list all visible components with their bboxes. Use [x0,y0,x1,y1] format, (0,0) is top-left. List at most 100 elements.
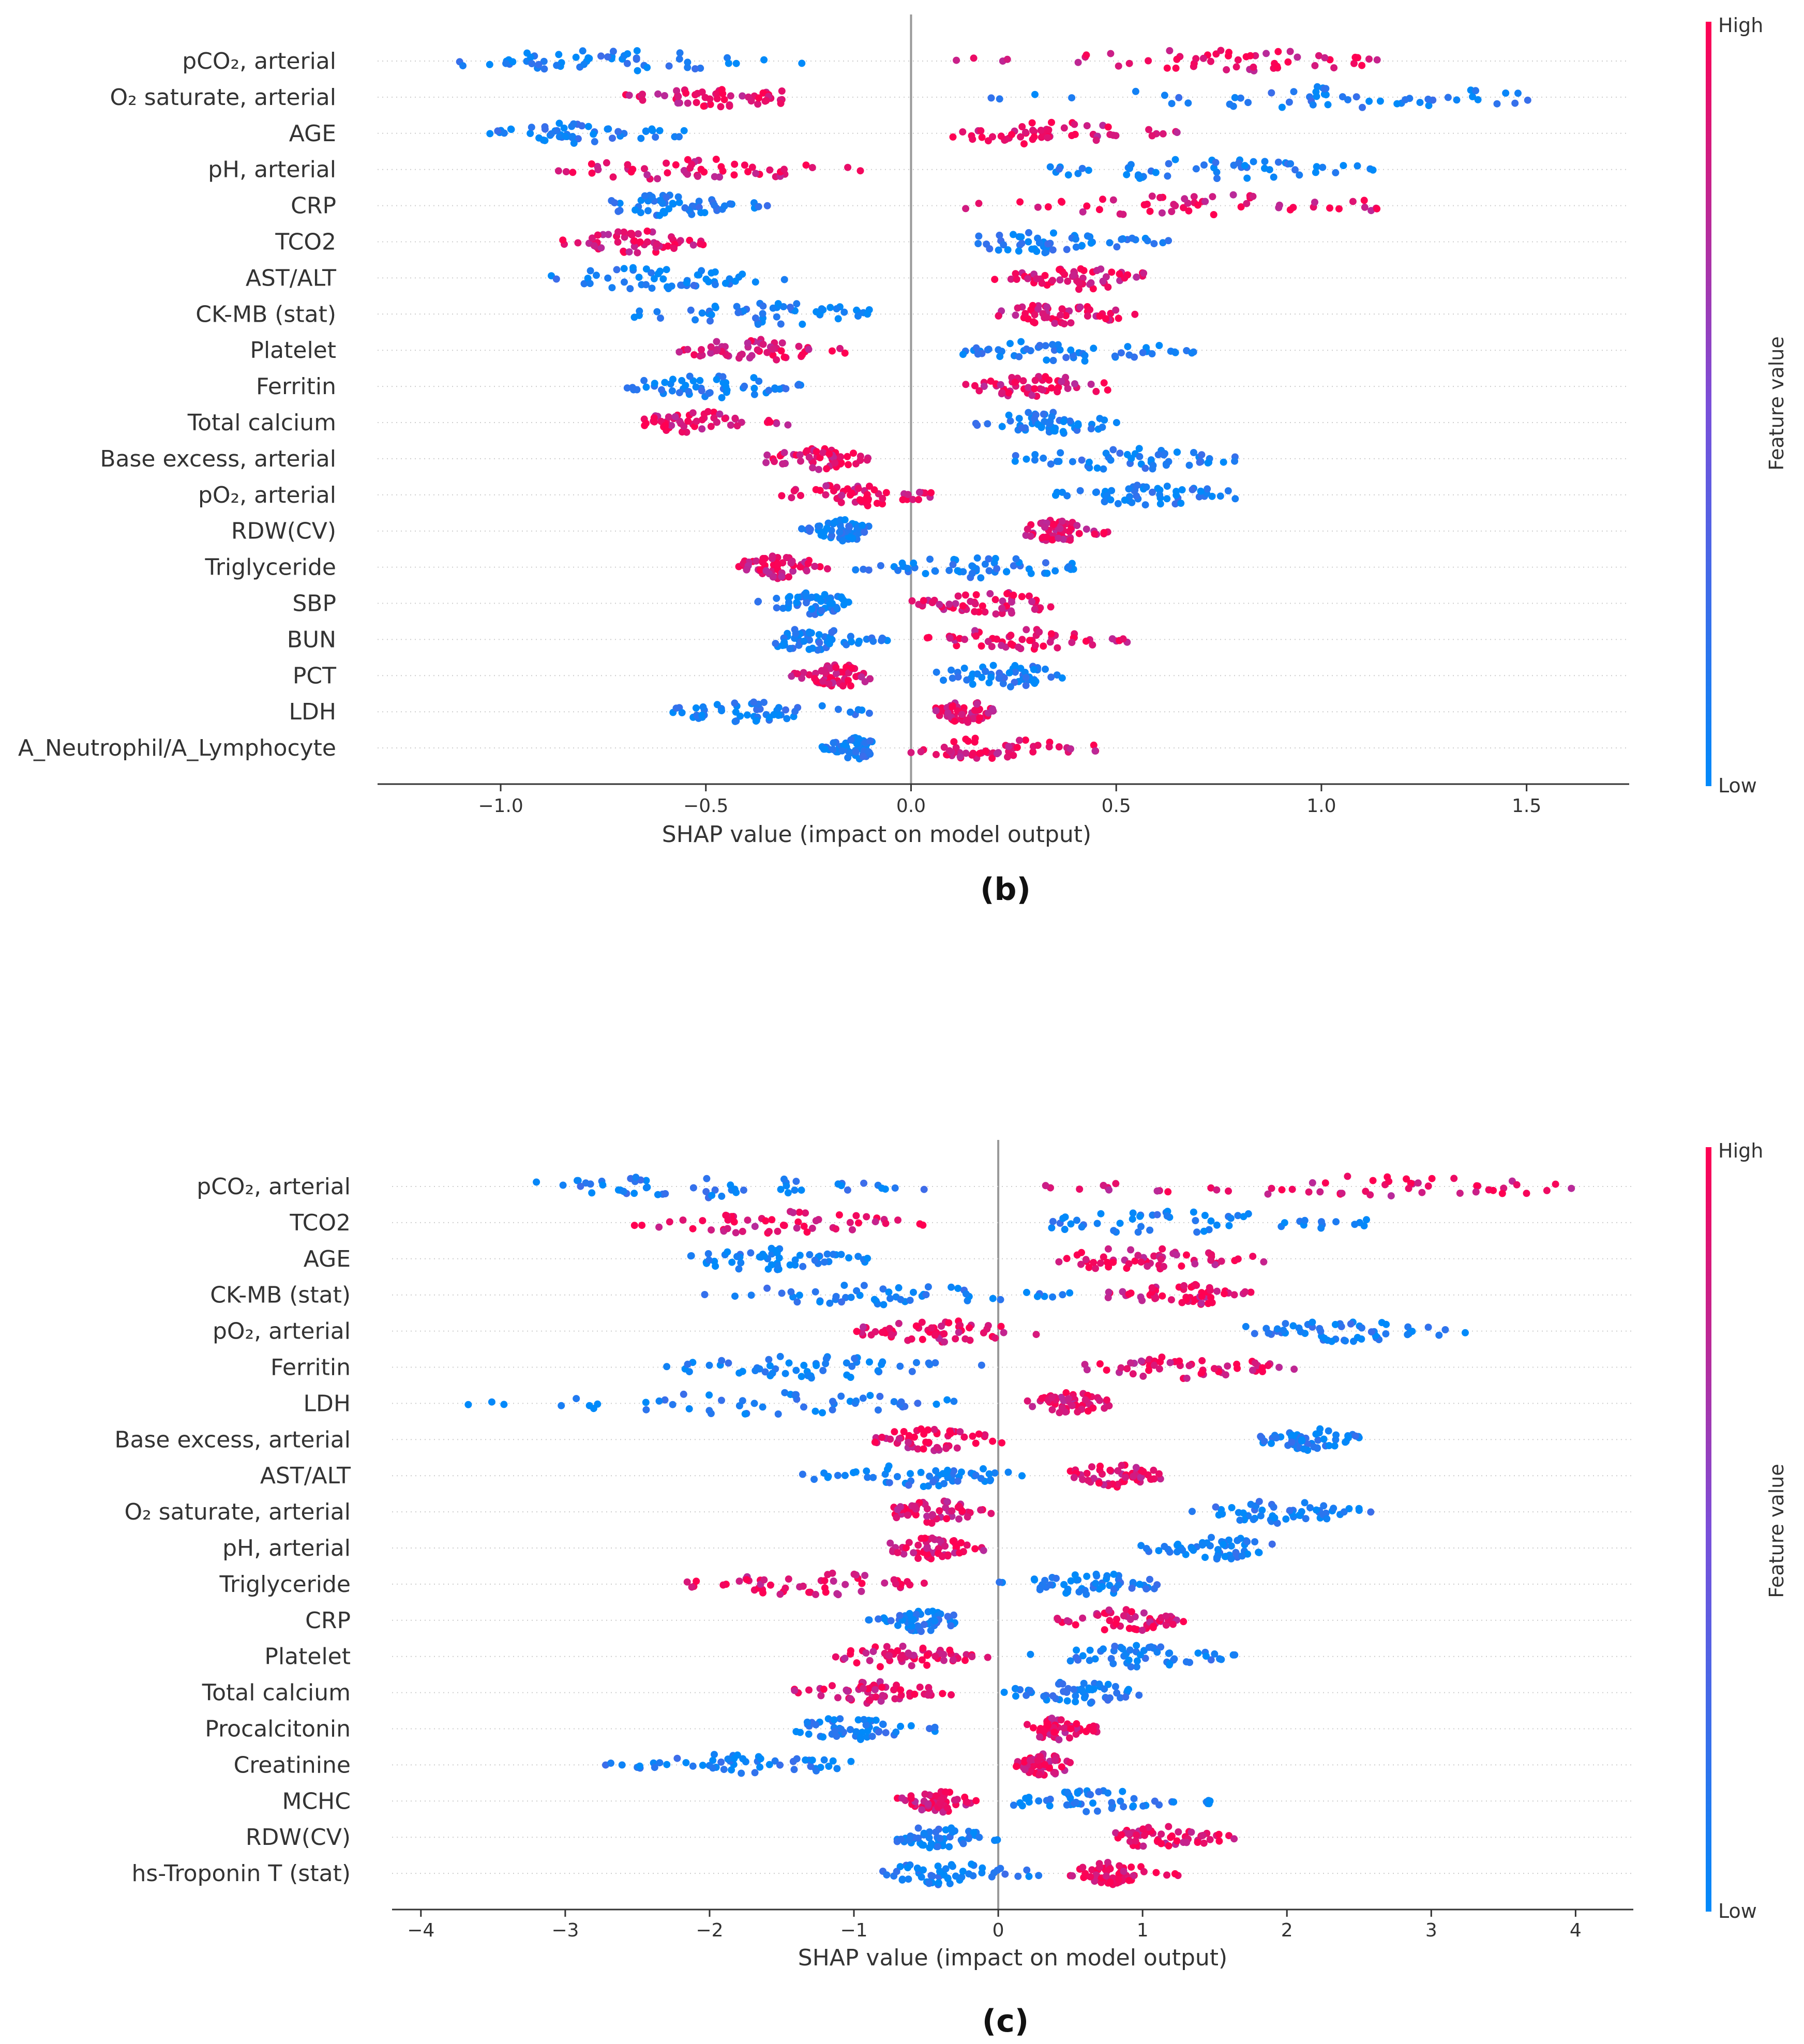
shap-point [965,1870,973,1878]
shap-point [966,1324,973,1332]
shap-point [789,1209,797,1216]
shap-point [812,1590,819,1598]
shap-point [972,632,980,640]
shap-point [1042,373,1049,381]
shap-point [799,1470,806,1478]
shap-point [1189,1298,1197,1305]
shap-point [911,1433,918,1441]
shap-point [1344,1173,1351,1180]
shap-point [1187,1828,1195,1836]
shap-point [1049,341,1056,349]
shap-point [1171,500,1179,508]
shap-point [500,129,508,137]
shap-point [970,1829,978,1837]
shap-point [1490,1186,1497,1194]
shap-point [1199,54,1207,62]
shap-point [917,1425,925,1433]
shap-point [639,91,646,98]
shap-point [906,1581,914,1589]
shap-point [739,1227,746,1235]
shap-point [953,56,960,64]
shap-point [719,167,727,175]
shap-point [684,417,692,425]
shap-point [1208,1534,1215,1541]
shap-point [940,1657,948,1664]
shap-point [910,1502,918,1510]
shap-point [923,1519,931,1526]
shap-point [570,120,577,128]
shap-point [732,59,740,67]
shap-point [812,486,820,493]
shap-point [1050,229,1057,237]
shap-point [1100,1253,1107,1261]
shap-point [1090,1259,1098,1266]
shap-point [894,1549,901,1556]
shap-point [1118,1462,1125,1469]
shap-point [1290,1365,1298,1373]
shap-point [1043,356,1050,364]
shap-point [805,1686,813,1694]
shap-point [1255,1498,1263,1506]
shap-point [907,749,915,757]
shap-point [1063,1617,1071,1625]
shap-point [956,1549,964,1557]
shap-point [777,347,785,355]
shap-point [1110,1227,1118,1235]
shap-point [1175,1828,1182,1836]
shap-point [923,1505,931,1513]
shap-point [1155,1365,1163,1373]
shap-point [655,1223,663,1231]
feature-row: RDW(CV) [246,1823,1633,1852]
shap-point [651,380,658,387]
shap-point [819,1366,827,1374]
shap-point [1243,1538,1251,1545]
shap-point [940,677,947,684]
shap-point [1072,243,1080,251]
shap-point [848,638,855,645]
shap-point [919,1335,926,1343]
shap-point [847,1726,854,1734]
shap-point [541,123,549,131]
shap-point [996,669,1003,677]
shap-point [753,557,760,565]
shap-point [957,1539,965,1546]
shap-point [886,1295,894,1302]
feature-label: AGE [289,121,336,147]
shap-point [799,351,806,358]
shap-point [791,1391,799,1399]
shap-point [972,1439,980,1447]
shap-point [535,134,543,142]
shap-point [787,304,794,311]
shap-point [821,667,829,674]
shap-point [781,1389,789,1396]
shap-point [898,559,906,567]
feature-row: Total calcium [202,1678,1633,1707]
shap-point [855,529,863,537]
shap-point [926,555,934,563]
shap-point [998,1439,1005,1447]
shap-point [972,591,980,598]
shap-point [554,167,562,175]
shap-point [1284,58,1292,66]
shap-point [920,1829,928,1837]
shap-point [747,1291,755,1299]
shap-point [1072,235,1079,243]
shap-point [739,270,746,278]
shap-point [702,1188,710,1195]
shap-point [1141,1655,1149,1662]
shap-point [1038,1394,1046,1402]
shap-point [990,1869,998,1877]
shap-point [1035,628,1043,636]
shap-point [848,664,856,672]
shap-point [1030,1724,1037,1732]
shap-point [863,1213,870,1221]
shap-point [789,567,797,575]
shap-point [1208,1251,1215,1258]
shap-point [1552,1180,1559,1188]
shap-point [555,119,563,127]
shap-point [779,460,787,468]
shap-point [836,528,844,536]
shap-point [905,1649,912,1657]
shap-point [965,738,972,745]
shap-point [1063,1801,1071,1809]
